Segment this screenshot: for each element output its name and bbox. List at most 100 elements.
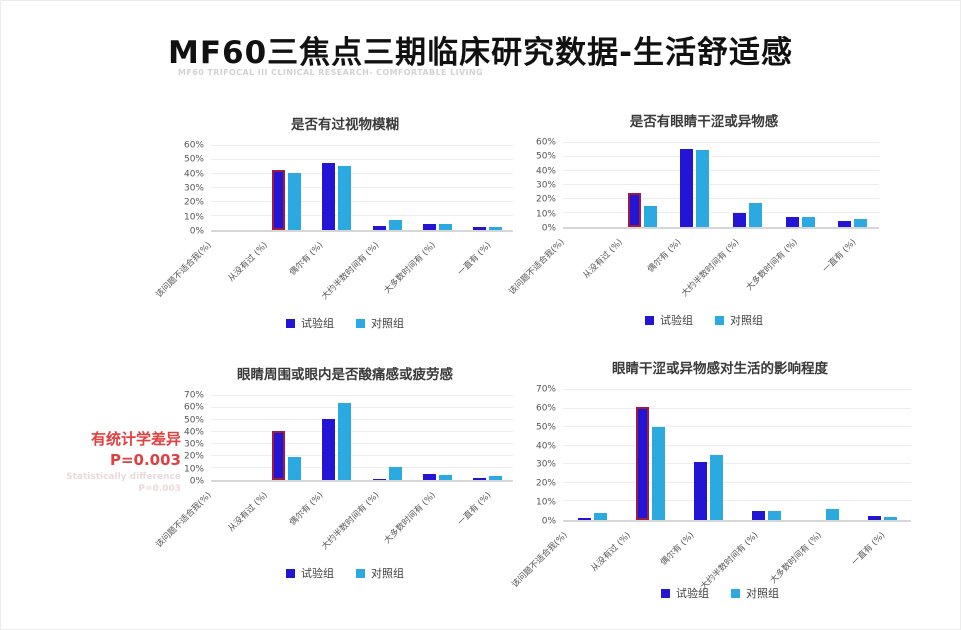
y-tick-label: 20% (183, 197, 204, 208)
chart-title: 眼睛干涩或异物感对生活的影响程度 (612, 361, 828, 377)
bar-control (593, 512, 607, 520)
x-tick-label-text: 一直有 (%) (456, 240, 494, 278)
bar-experimental (577, 518, 591, 520)
bar-control (287, 457, 301, 480)
y-axis: 60% 50% 40% 30% 20% 10% 0% (177, 141, 211, 236)
bar-group (362, 146, 412, 230)
bar-experimental (322, 162, 336, 230)
x-tick-label-text: 该问题不适合我(%) (509, 530, 570, 590)
x-tick-label: 大多数时间有 (%) (382, 482, 457, 560)
annotation-cn-line2: P=0.003 (109, 451, 181, 469)
y-tick-label: 50% (535, 151, 556, 162)
x-tick-label: 该问题不适合我(%) (154, 482, 233, 560)
gridline (211, 395, 513, 396)
x-tick-label: 一直有 (%) (847, 522, 911, 580)
legend-swatch-icon (661, 588, 670, 598)
statistical-difference-annotation: 有统计学差异 P=0.003 Statistically difference … (47, 429, 181, 495)
y-tick-label: 10% (183, 212, 204, 223)
gridline (563, 444, 911, 446)
bar-group (261, 396, 311, 480)
bar-experimental (785, 217, 799, 227)
gridline (563, 481, 911, 483)
bar-control (709, 455, 723, 520)
legend-item-experimental: 试验组 (286, 565, 334, 581)
x-axis-labels: 该问题不适合我(%) 从没有过 (%) 偶尔有 (%) 大约半数时间有 (%) 大多数时… (507, 229, 879, 307)
bar-experimental (422, 474, 436, 480)
x-tick-label-text: 该问题不适合我(%) (153, 240, 214, 300)
y-tick-label: 0% (541, 223, 556, 234)
y-tick-label: 30% (535, 180, 556, 191)
y-tick-label: 70% (183, 390, 204, 401)
bar-control (643, 206, 657, 227)
legend-swatch-icon (356, 318, 365, 328)
annotation-en-line1: Statistically difference (66, 472, 181, 482)
bar-group (563, 143, 616, 227)
gridline (563, 170, 879, 171)
legend-swatch-icon (715, 315, 724, 325)
bar-experimental (751, 510, 765, 520)
y-tick-label: 40% (535, 166, 556, 177)
bar-group (563, 390, 621, 520)
x-axis-labels: 该问题不适合我(%) 从没有过 (%) 偶尔有 (%) 大约半数时间有 (%) 大多数时… (510, 522, 911, 591)
legend-item-control: 对照组 (356, 315, 404, 331)
chart-title: 眼睛周围或眼内是否酸痛感或疲劳感 (237, 367, 453, 383)
y-tick-label: 60% (183, 402, 204, 413)
y-tick-label: 20% (535, 478, 556, 489)
bar-group (853, 390, 911, 520)
legend-swatch-icon (645, 315, 654, 325)
x-tick-label: 该问题不适合我(%) (507, 229, 587, 307)
y-axis: 70% 60% 50% 40% 30% 20% 10% 0% (177, 391, 211, 486)
legend-swatch-icon (731, 588, 740, 598)
bar-group (362, 396, 412, 480)
plot-area (211, 395, 513, 482)
gridline (211, 443, 513, 444)
x-tick-label: 大约半数时间有 (%) (320, 482, 401, 560)
gridline (563, 184, 879, 185)
x-tick-label: 一直有 (%) (456, 482, 513, 560)
plot-area (563, 389, 911, 522)
bar-group (616, 143, 669, 227)
bar-experimental (372, 225, 386, 230)
bar-group (312, 146, 362, 230)
bar-control (338, 403, 352, 480)
chart-legend: 试验组 对照组 (529, 585, 911, 601)
chart-legend: 试验组 对照组 (177, 565, 513, 581)
bar-experimental-highlighted (271, 169, 285, 230)
x-tick-label-text: 从没有过 (%) (589, 530, 634, 574)
x-tick-label: 偶尔有 (%) (288, 482, 345, 560)
bar-group (463, 146, 513, 230)
bar-experimental (473, 227, 487, 230)
x-tick-label: 大约半数时间有 (%) (680, 229, 762, 307)
gridline (211, 467, 513, 468)
x-tick-label-text: 偶尔有 (%) (659, 530, 697, 568)
y-tick-label: 10% (183, 464, 204, 475)
legend-swatch-icon (286, 568, 295, 578)
bar-control (651, 427, 665, 520)
x-tick-label: 大多数时间有 (%) (382, 232, 457, 310)
x-tick-label-text: 偶尔有 (%) (645, 237, 684, 275)
legend-item-experimental: 试验组 (661, 585, 709, 601)
bar-control (489, 476, 503, 480)
x-axis-labels: 该问题不适合我(%) 从没有过 (%) 偶尔有 (%) 大约半数时间有 (%) 大多数时… (154, 232, 513, 310)
x-tick-label-text: 偶尔有 (%) (288, 240, 326, 278)
gridline (563, 156, 879, 157)
y-tick-label: 20% (535, 194, 556, 205)
bar-control (854, 218, 868, 227)
x-tick-label-text: 该问题不适合我(%) (507, 237, 567, 297)
x-tick-label: 从没有过 (%) (590, 522, 657, 580)
chart-title: 是否有过视物模糊 (291, 117, 399, 133)
bar-group (412, 146, 462, 230)
bar-experimental (867, 516, 881, 520)
x-tick-label: 该问题不适合我(%) (510, 522, 593, 590)
y-tick-label: 0% (189, 476, 204, 487)
gridline (563, 407, 911, 409)
bar-group (737, 390, 795, 520)
gridline (563, 500, 911, 502)
page-title: MF60三焦点三期临床研究数据-生活舒适感 (167, 35, 794, 71)
plot-area (211, 145, 513, 232)
bar-control (489, 227, 503, 230)
bar-experimental (838, 221, 852, 227)
y-axis: 70% 60% 50% 40% 30% 20% 10% 0% (529, 385, 563, 526)
bar-experimental-highlighted (271, 430, 285, 480)
